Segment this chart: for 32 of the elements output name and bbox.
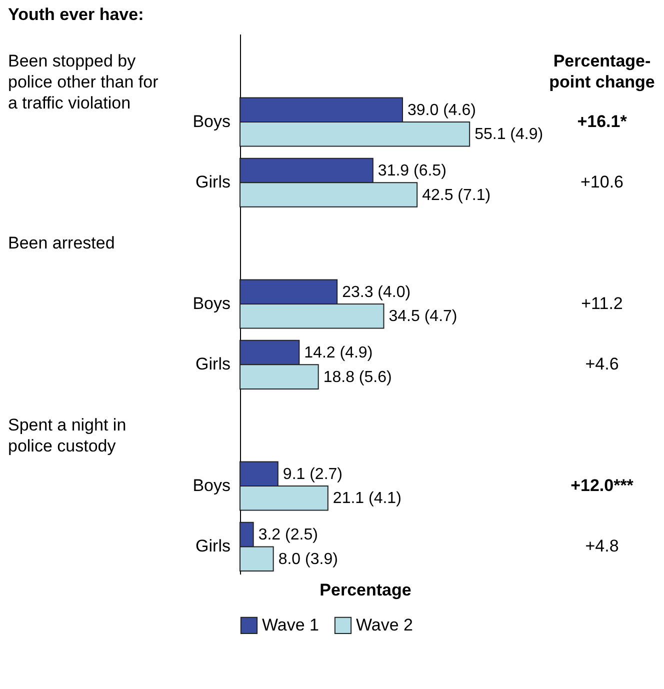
data-label: 23.3 (4.0) (342, 284, 411, 301)
data-label: 39.0 (4.6) (408, 102, 476, 119)
text: Been arrested (8, 233, 115, 252)
x-axis-title: Percentage (320, 580, 412, 600)
data-label: 42.5 (7.1) (422, 186, 491, 204)
data-label: 31.9 (6.5) (378, 162, 446, 180)
data-label: 3.2 (2.5) (258, 526, 318, 544)
text: +16.1* (577, 112, 628, 131)
text: Spent a night in police custody (8, 415, 126, 456)
y-tick-label: Girls (196, 172, 230, 192)
y-tick-label: Boys (192, 294, 230, 313)
y-tick-label: Boys (192, 112, 230, 131)
data-label: 55.1 (4.9) (474, 126, 544, 144)
y-tick-label: Girls (196, 536, 230, 556)
text: Percentage-point change (549, 51, 655, 92)
text: +4.6 (585, 354, 619, 374)
text: +4.8 (585, 536, 619, 556)
text: Been stopped by police other than for a traffic violation (8, 51, 159, 112)
y-tick-label: Girls (196, 354, 230, 374)
text: Youth ever have: (8, 5, 144, 24)
data-label: 18.8 (5.6) (323, 368, 392, 386)
data-label: 9.1 (2.7) (282, 466, 343, 483)
legend-label: Wave 2 (356, 615, 414, 634)
text: +12.0*** (570, 476, 634, 496)
text: +11.2 (581, 294, 623, 313)
y-tick-label: Boys (192, 476, 230, 496)
data-label: 21.1 (4.1) (332, 490, 402, 508)
data-label: 8.0 (3.9) (278, 550, 338, 568)
data-label: 34.5 (4.7) (388, 308, 458, 326)
legend-label: Wave 1 (262, 615, 320, 634)
data-label: 14.2 (4.9) (304, 344, 373, 362)
text: +10.6 (580, 172, 624, 192)
